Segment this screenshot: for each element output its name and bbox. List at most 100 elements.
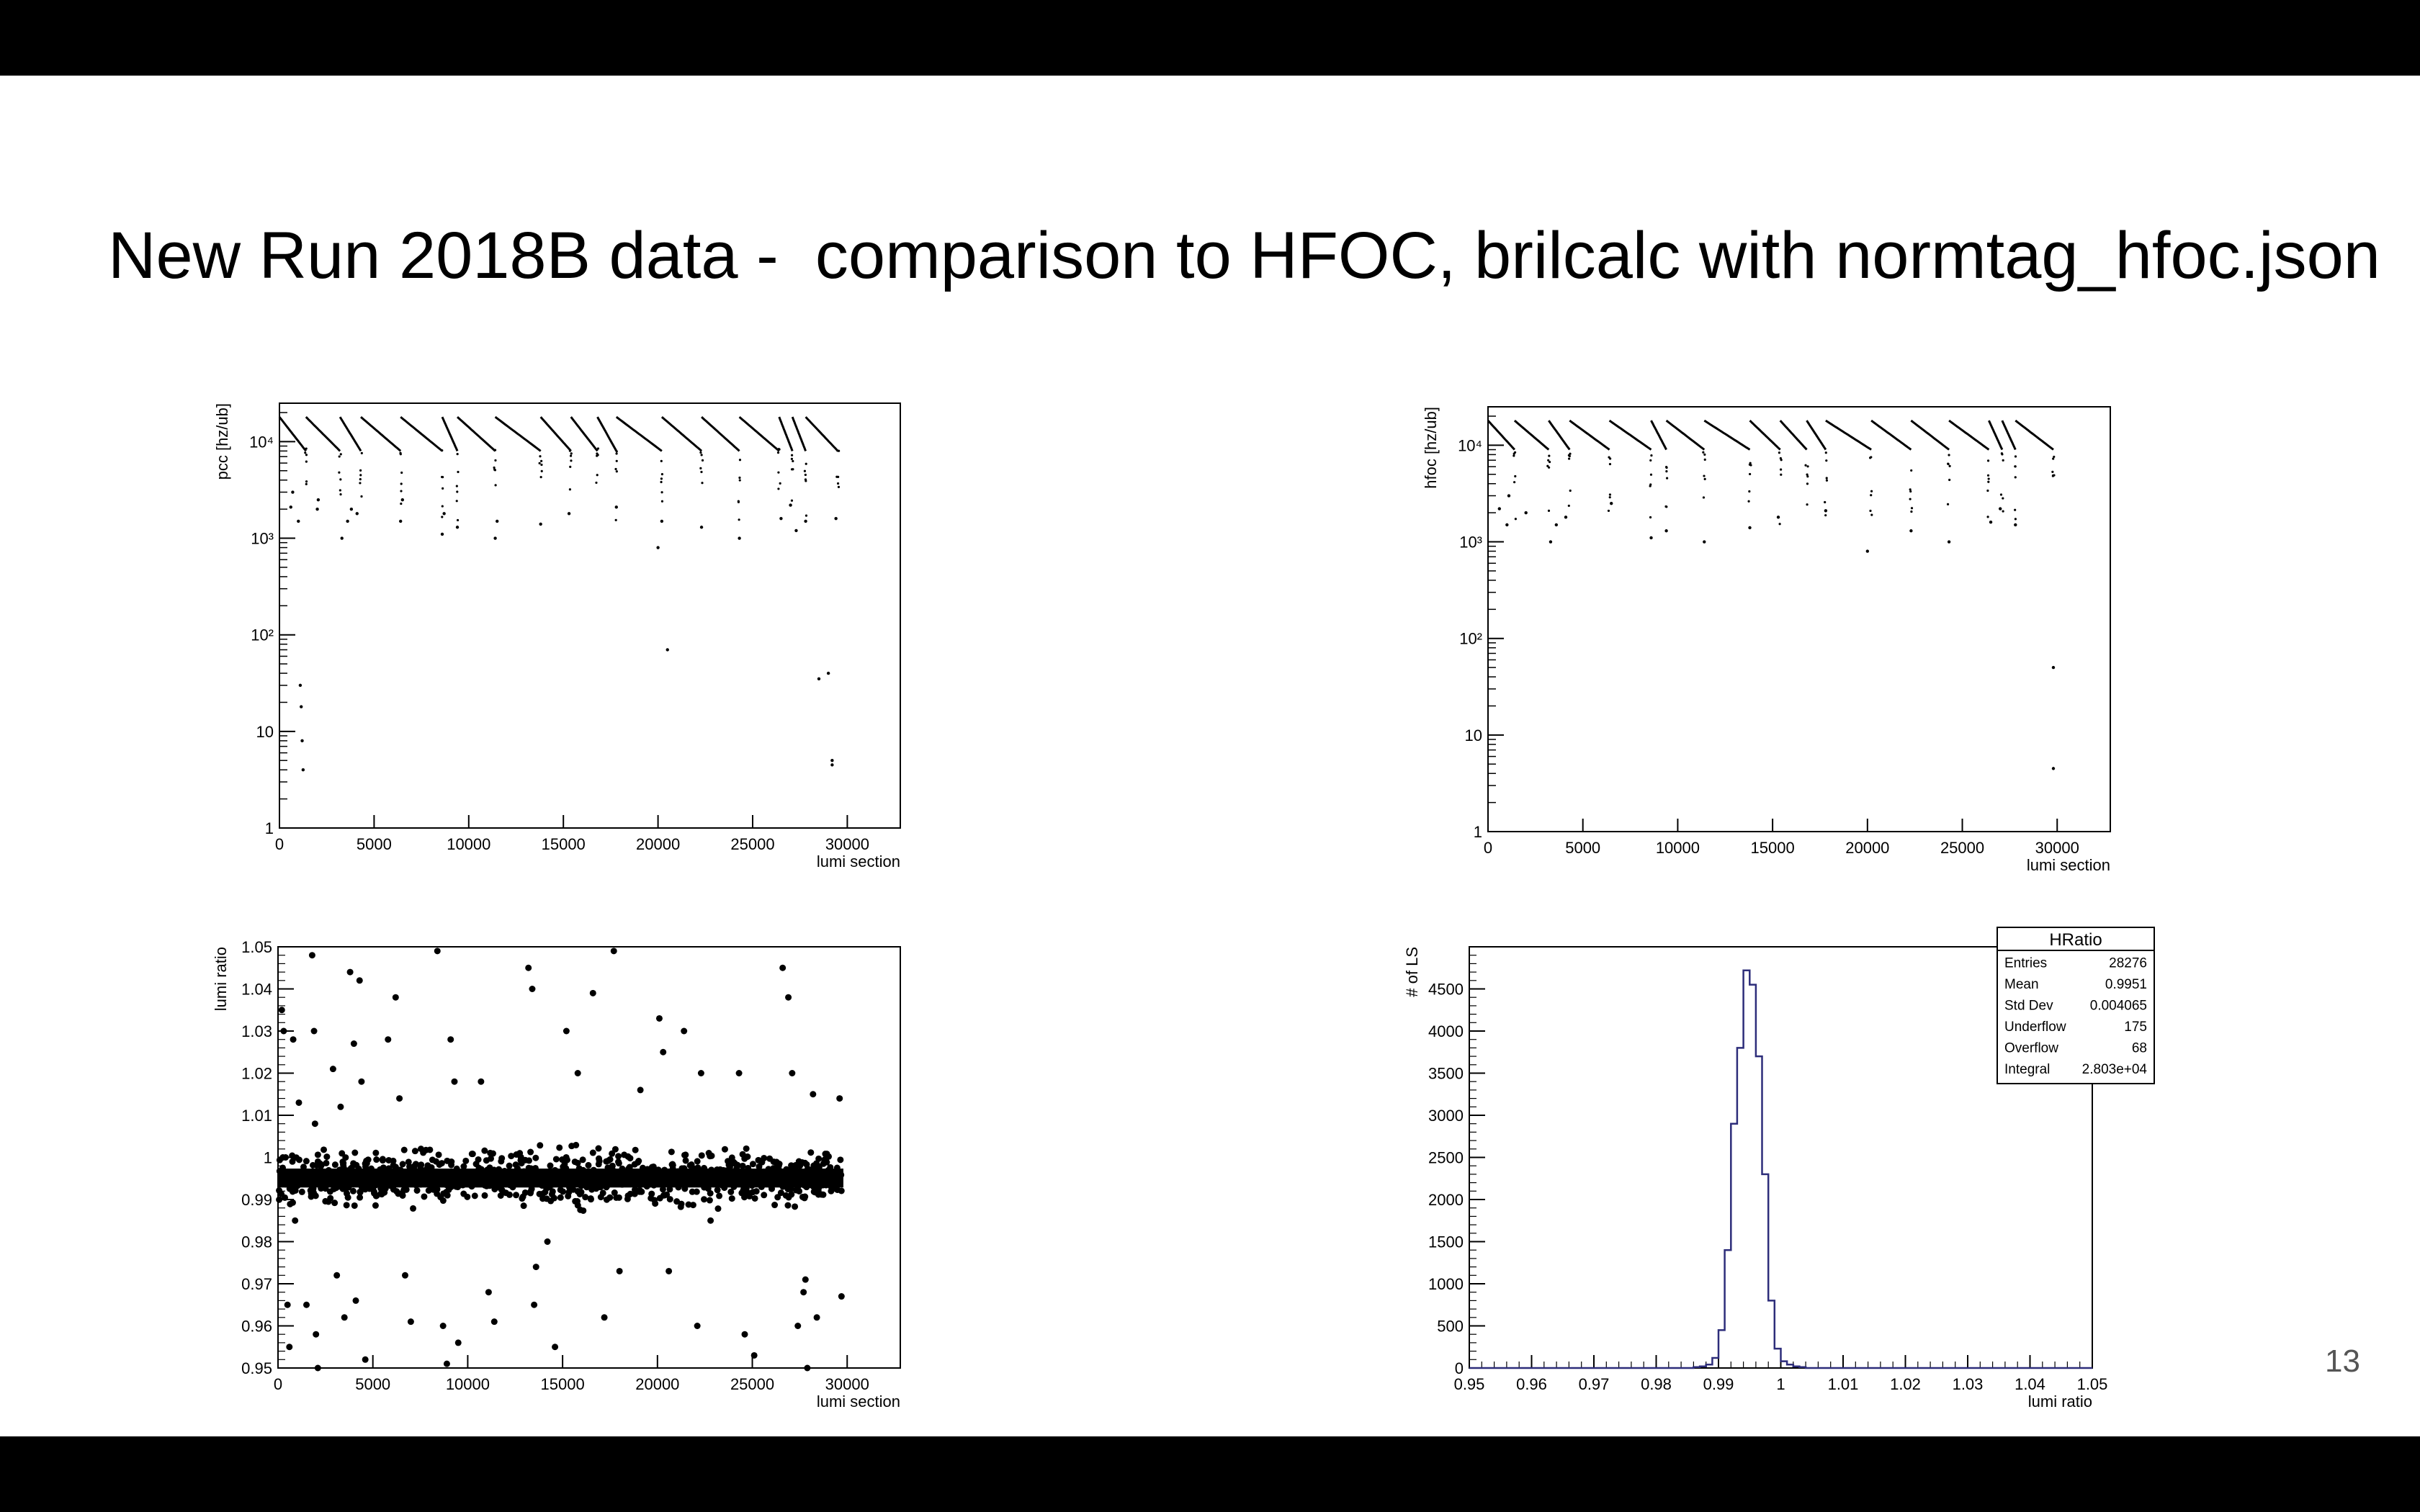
data-point [513, 1192, 520, 1199]
data-point [310, 1189, 317, 1196]
data-point [580, 1207, 587, 1214]
y-tick-label: 1.04 [241, 981, 272, 999]
x-tick-label: 25000 [730, 835, 774, 853]
data-point [276, 1196, 283, 1203]
x-tick-label: 10000 [447, 835, 490, 853]
data-point [708, 1152, 715, 1159]
data-point [738, 476, 741, 480]
x-tick-label: 0 [1484, 839, 1492, 857]
data-point [451, 1078, 458, 1085]
data-point [1650, 454, 1653, 457]
data-point [280, 1027, 287, 1035]
data-point [694, 1158, 701, 1165]
data-point [527, 1188, 534, 1195]
data-point [284, 1301, 291, 1308]
data-point [338, 471, 341, 474]
data-point [823, 1158, 830, 1166]
data-point [303, 1301, 310, 1308]
data-point [627, 1155, 634, 1162]
data-point [540, 469, 543, 472]
data-point [766, 1155, 774, 1162]
data-point [2002, 459, 2004, 462]
data-point [1507, 494, 1511, 498]
y-tick-label: 10³ [1459, 534, 1482, 552]
data-point [568, 488, 572, 491]
data-point [456, 490, 459, 493]
data-point [340, 536, 344, 540]
data-point [301, 768, 305, 772]
data-point [315, 507, 319, 511]
ratio-band-core [278, 1169, 843, 1188]
data-point [749, 1189, 756, 1196]
data-point [635, 1158, 642, 1166]
data-point [339, 489, 341, 492]
y-axis-label: lumi ratio [212, 947, 230, 1011]
data-point [552, 1344, 559, 1351]
data-point [371, 1189, 378, 1197]
fill-decay-curve [738, 415, 780, 452]
data-point [349, 507, 354, 511]
data-point [1567, 457, 1571, 460]
data-point [290, 1187, 297, 1194]
data-point [372, 1149, 380, 1156]
fill-decay-curve [1910, 419, 1950, 451]
data-point [660, 459, 663, 462]
data-point [304, 451, 307, 454]
data-point [441, 516, 444, 518]
data-point [803, 469, 807, 472]
data-point [738, 518, 740, 521]
data-point [552, 1156, 560, 1163]
fill-decay-curve [1569, 419, 1610, 451]
data-point [568, 1143, 575, 1150]
data-point [1869, 509, 1872, 513]
data-point [666, 1267, 673, 1274]
data-point [1702, 496, 1706, 499]
data-point [442, 487, 444, 490]
stats-value: 175 [2124, 1020, 2147, 1035]
data-point [385, 1036, 392, 1043]
x-axis-label: lumi section [817, 1392, 900, 1410]
data-point [544, 1238, 551, 1245]
data-point [305, 480, 308, 483]
fill-decay-curve [360, 415, 402, 452]
x-tick-label: 0 [275, 835, 284, 853]
y-tick-label: 10⁴ [1458, 436, 1482, 454]
data-point [540, 459, 543, 462]
data-point [520, 1202, 527, 1210]
data-point [2002, 497, 2004, 500]
data-point [481, 1147, 488, 1154]
x-tick-label: 25000 [730, 1375, 774, 1393]
data-point [1986, 474, 1990, 477]
data-point [362, 1356, 369, 1363]
data-point [1780, 473, 1783, 476]
data-point [485, 1289, 492, 1296]
data-point [286, 1344, 293, 1351]
x-tick-label: 30000 [825, 835, 869, 853]
data-point [699, 467, 702, 469]
data-point [1569, 489, 1572, 492]
data-point [574, 1070, 581, 1076]
data-point [1946, 503, 1950, 505]
data-point [321, 1146, 328, 1153]
data-point [1703, 540, 1706, 544]
data-point [596, 474, 599, 477]
data-point [790, 499, 794, 502]
data-point [666, 1186, 673, 1193]
data-point [1909, 488, 1912, 491]
data-point [773, 1158, 780, 1166]
data-point [1748, 526, 1752, 530]
data-point [614, 467, 617, 471]
data-point [429, 1156, 436, 1164]
data-point [615, 450, 618, 453]
data-point [727, 1161, 734, 1169]
data-point [1870, 494, 1873, 497]
data-point [539, 522, 542, 526]
data-point [777, 1189, 784, 1197]
data-point [547, 1197, 555, 1205]
data-point [314, 1151, 321, 1158]
data-point [707, 1189, 714, 1197]
plot-frame [1487, 406, 2111, 832]
data-point [1747, 500, 1750, 503]
data-point [460, 1190, 467, 1197]
data-point [807, 1149, 815, 1156]
